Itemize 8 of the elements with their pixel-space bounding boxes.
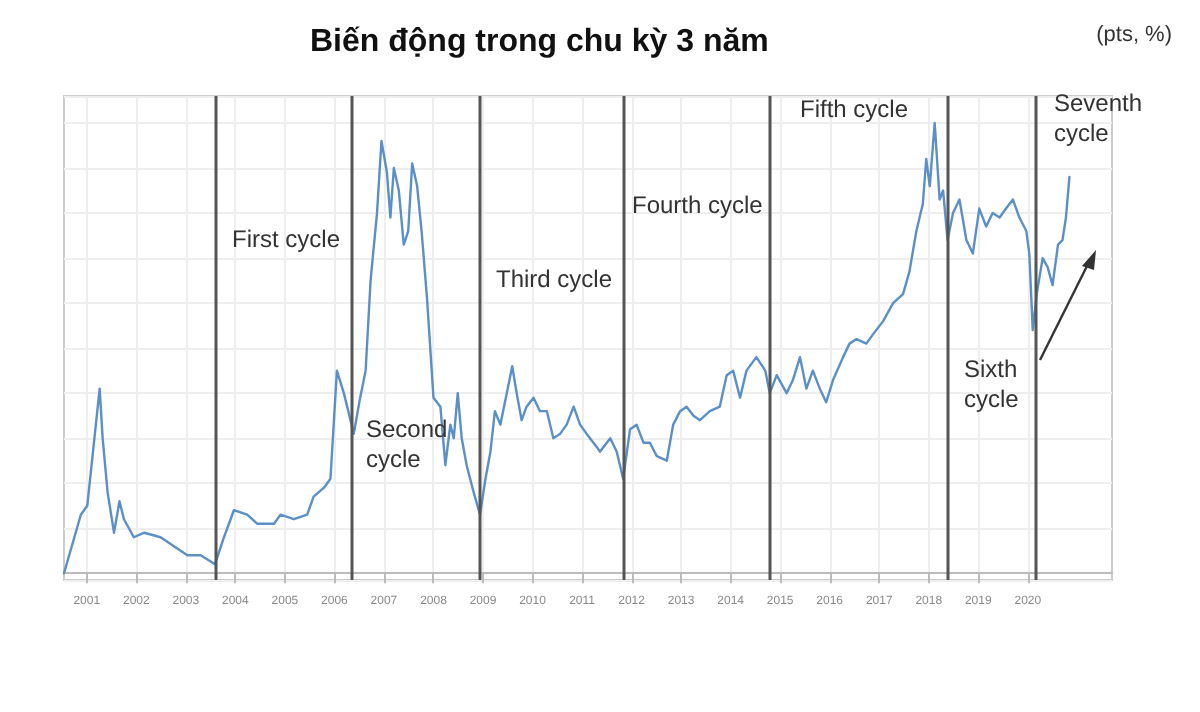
annotation: Fourth cycle [632,191,764,219]
annotation: Third cycle [496,265,613,293]
annotation: Fifth cycle [800,95,909,123]
annotation: First cycle [232,225,341,253]
annotation: Sixth cycle [964,355,1025,413]
annotation: Seventh cycle [1054,89,1149,147]
y-axis-title: (pts, %) [1096,23,1173,47]
chart-title: Biến động trong chu kỳ 3 năm [310,25,769,59]
